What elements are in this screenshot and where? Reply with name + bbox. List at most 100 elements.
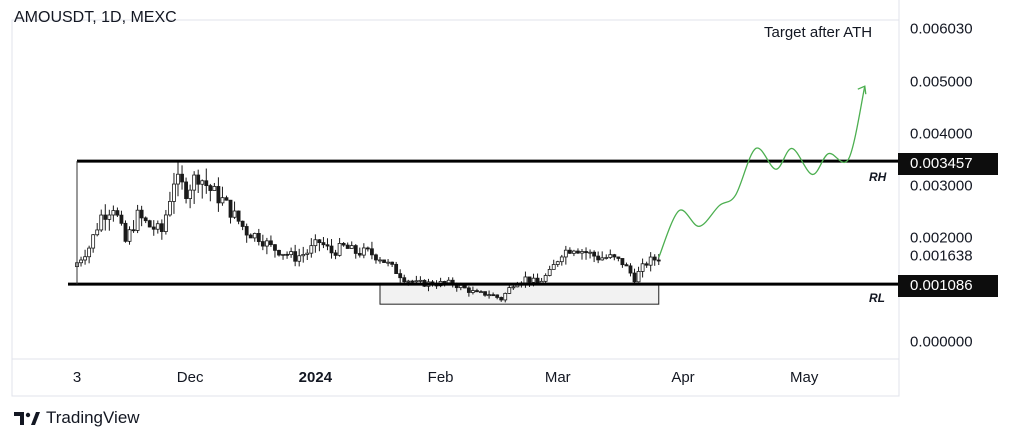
candle xyxy=(487,290,491,299)
candle xyxy=(289,247,294,258)
rh-label: RH xyxy=(869,170,887,184)
candle xyxy=(252,232,257,242)
candle xyxy=(616,256,621,262)
candle xyxy=(620,258,625,268)
candle xyxy=(640,258,645,278)
candle xyxy=(414,275,419,284)
candle xyxy=(269,235,273,247)
candle xyxy=(576,248,580,254)
price-tick-label: 0.006030 xyxy=(910,20,973,38)
candle xyxy=(624,262,629,267)
candle xyxy=(188,184,193,209)
time-tick-label: 2024 xyxy=(298,369,333,386)
candle xyxy=(438,277,443,288)
candle xyxy=(99,209,104,232)
accumulation-box xyxy=(379,282,660,305)
candle xyxy=(147,219,152,228)
rh-price-badge: 0.003457 xyxy=(898,153,998,175)
candle xyxy=(535,273,540,284)
candle xyxy=(204,168,209,194)
candle xyxy=(612,253,617,261)
candle xyxy=(313,234,318,253)
candle xyxy=(329,239,334,259)
price-tick-label: 0.000000 xyxy=(910,333,973,350)
candle xyxy=(471,286,475,295)
rl-label: RL xyxy=(869,291,885,305)
candle xyxy=(551,259,556,270)
candle xyxy=(353,244,358,259)
candle xyxy=(79,256,83,267)
candle xyxy=(220,186,225,206)
candle xyxy=(378,256,382,264)
candle xyxy=(244,223,249,243)
candle xyxy=(83,249,87,265)
candle xyxy=(596,251,601,264)
candle xyxy=(256,228,261,246)
price-tick-label: 0.001638 xyxy=(910,247,973,265)
candle xyxy=(499,296,504,302)
candle xyxy=(539,277,544,284)
candle xyxy=(103,204,108,231)
time-tick-label: Mar xyxy=(544,369,571,386)
candle xyxy=(337,237,342,257)
candle xyxy=(466,286,471,297)
candle xyxy=(555,260,560,267)
candle xyxy=(507,285,512,294)
candle xyxy=(172,172,176,214)
price-tick-label: 0.003000 xyxy=(910,177,973,195)
candle xyxy=(374,253,378,264)
candle xyxy=(305,249,310,261)
candle xyxy=(216,177,221,212)
chart-frame xyxy=(11,19,900,397)
candle xyxy=(559,254,564,266)
candle xyxy=(285,251,289,259)
candle xyxy=(592,250,597,263)
candle xyxy=(236,210,241,225)
candle xyxy=(143,216,148,224)
candle xyxy=(228,199,233,224)
rl-price-badge: 0.001086 xyxy=(898,275,998,297)
candle xyxy=(479,290,483,294)
candle xyxy=(111,205,116,222)
tradingview-branding[interactable]: TradingView xyxy=(14,408,140,428)
candle xyxy=(483,291,487,297)
candle xyxy=(281,253,285,260)
candle xyxy=(547,265,552,277)
candle xyxy=(273,244,277,258)
time-tick-label: May xyxy=(790,369,819,386)
symbol-title: AMOUSDT, 1D, MEXC xyxy=(14,9,177,26)
candle xyxy=(341,241,346,247)
candle xyxy=(390,261,395,267)
time-tick-label: 3 xyxy=(72,369,82,386)
candle xyxy=(600,251,605,261)
candle xyxy=(95,223,100,237)
candle xyxy=(159,219,164,240)
candle xyxy=(135,204,140,234)
candle xyxy=(418,276,423,283)
target-annotation: Target after ATH xyxy=(764,24,873,41)
candle xyxy=(119,210,124,226)
candle xyxy=(91,234,96,253)
price-tick-label: 0.004000 xyxy=(910,125,973,143)
candle xyxy=(297,248,302,267)
price-tick-label: 0.005000 xyxy=(910,73,973,91)
candle xyxy=(293,244,298,267)
projection-arrowhead xyxy=(857,85,867,95)
projection-path[interactable] xyxy=(658,86,866,258)
candle xyxy=(608,249,613,260)
time-tick-label: Apr xyxy=(671,369,695,386)
candle xyxy=(151,220,156,236)
candle xyxy=(321,237,326,249)
time-tick-label: Feb xyxy=(427,369,454,386)
candle xyxy=(491,292,496,297)
candle xyxy=(264,237,269,255)
candle xyxy=(386,259,390,267)
candle xyxy=(232,201,237,219)
candle xyxy=(224,195,229,201)
tradingview-brand-text: TradingView xyxy=(46,408,140,427)
candle xyxy=(588,249,592,259)
candle xyxy=(636,266,641,283)
candle xyxy=(572,249,576,257)
candle xyxy=(567,247,572,255)
